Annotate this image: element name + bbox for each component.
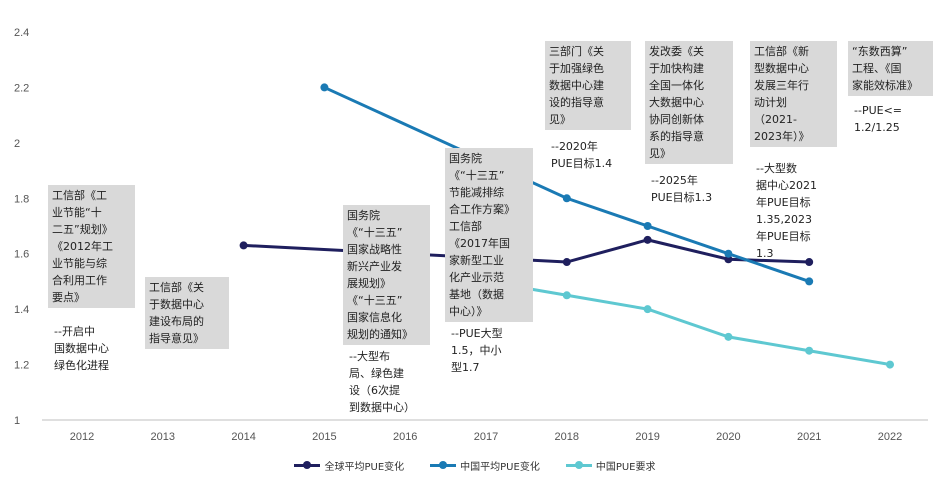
x-tick-label: 2021 (797, 431, 821, 443)
legend-label-global: 全球平均PUE变化 (324, 462, 405, 473)
data-point-china (643, 222, 652, 230)
policy-box: 工信部《新 型数据中心 发展三年行 动计划 （2021- 2023年）》 (750, 41, 837, 147)
data-point-global (562, 258, 571, 267)
data-point-global (239, 241, 248, 250)
y-tick-label: 1 (14, 415, 20, 427)
y-tick-label: 1.8 (14, 193, 29, 205)
legend-swatch-requirement (565, 461, 592, 469)
legend: 全球平均PUE变化 中国平均PUE变化 中国PUE要求 (0, 458, 950, 473)
data-point-global (805, 258, 814, 267)
policy-note: --2020年 PUE目标1.4 (551, 140, 613, 170)
legend-item-requirement: 中国PUE要求 (565, 458, 656, 473)
policy-box: “东数西算” 工程、《国 家能效标准》 (848, 41, 933, 96)
policy-box: 国务院 《“十三五” 节能减排综 合工作方案》 工信部 《2017年国 家新型工… (445, 148, 533, 322)
policy-note: --PUE<= 1.2/1.25 (854, 104, 903, 134)
x-tick-label: 2017 (474, 431, 498, 443)
y-tick-label: 1.2 (14, 360, 29, 372)
x-axis: 2012 2013 2014 2015 2016 2017 2018 2019 2020 2021… (70, 431, 902, 443)
policy-box: 国务院 《“十三五” 国家战略性 新兴产业发 展规划》 《“十三五” 国家信息化… (343, 205, 430, 345)
policy-box: 工信部《工 业节能“十 二五”规划》 《2012年工 业节能与综 合利用工作 要… (48, 185, 135, 308)
x-tick-label: 2018 (555, 431, 579, 443)
legend-swatch-global (294, 461, 321, 469)
data-point-global (643, 235, 652, 244)
data-point-china (724, 249, 733, 258)
x-tick-label: 2013 (151, 431, 175, 443)
data-point-requirement (886, 360, 894, 369)
y-tick-label: 2.2 (14, 82, 29, 94)
policy-note: --PUE大型 1.5，中小 型1.7 (451, 327, 503, 374)
policy-box: 工信部《关 于数据中心 建设布局的 指导意见》 (145, 277, 229, 349)
legend-label-requirement: 中国PUE要求 (595, 462, 656, 473)
x-tick-label: 2014 (231, 431, 255, 443)
y-tick-label: 1.4 (14, 304, 29, 316)
policy-box: 发改委《关 于加快构建 全国一体化 大数据中心 协同创新体 系的指导意 见》 (645, 41, 733, 164)
y-tick-label: 2 (14, 138, 20, 150)
y-tick-label: 1.6 (14, 249, 29, 261)
data-point-china (562, 194, 571, 203)
data-point-requirement (643, 305, 652, 314)
legend-item-global: 全球平均PUE变化 (294, 458, 404, 473)
policy-note: --开启中 国数据中心 绿色化进程 (54, 325, 109, 372)
data-point-requirement (562, 291, 571, 300)
x-tick-label: 2020 (716, 431, 740, 443)
y-axis: 1 1.2 1.4 1.6 1.8 2 2.2 2.4 (14, 27, 29, 427)
data-point-china (320, 83, 329, 92)
policy-note: --2025年 PUE目标1.3 (651, 174, 713, 204)
data-point-china (805, 277, 814, 286)
y-tick-label: 2.4 (14, 27, 29, 39)
data-point-requirement (724, 332, 733, 341)
data-point-requirement (805, 346, 814, 355)
x-tick-label: 2022 (878, 431, 902, 443)
legend-swatch-china (430, 461, 457, 469)
x-tick-label: 2016 (393, 431, 417, 443)
policy-note: --大型布 局、绿色建 设（6次提 到数据中心） (349, 350, 415, 414)
data-point-global (724, 255, 733, 264)
policy-note: --大型数 据中心2021 年PUE目标 1.35,2023 年PUE目标 1.… (756, 162, 817, 260)
x-tick-label: 2012 (70, 431, 94, 443)
legend-label-china: 中国平均PUE变化 (460, 462, 540, 473)
x-tick-label: 2015 (312, 431, 336, 443)
policy-box: 三部门《关 于加强绿色 数据中心建 设的指导意 见》 (545, 41, 631, 130)
series-line-requirement (485, 279, 891, 367)
x-tick-label: 2019 (635, 431, 659, 443)
legend-item-china: 中国平均PUE变化 (430, 458, 540, 473)
